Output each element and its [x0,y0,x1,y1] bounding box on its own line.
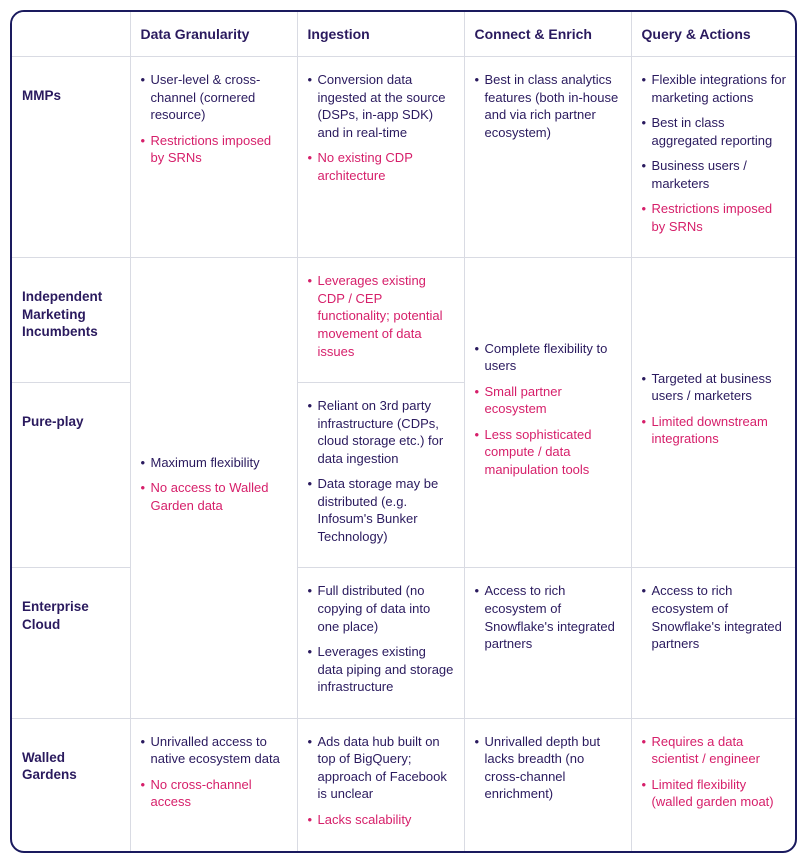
cell-enterprise-ingestion: Full distributed (no copying of data int… [297,568,464,718]
list-item: Restrictions imposed by SRNs [642,200,789,235]
cell-walled-connect-enrich: Unrivalled depth but lacks breadth (no c… [464,718,631,850]
list-item: Complete flexibility to users [475,340,621,375]
cell-walled-data-granularity: Unrivalled access to native ecosystem da… [130,718,297,850]
list-item: Ads data hub built on top of BigQuery; a… [308,733,454,803]
table-row: MMPs User-level & cross-channel (cornere… [12,57,797,258]
list-item: Data storage may be distributed (e.g. In… [308,475,454,545]
cell-mmps-ingestion: Conversion data ingested at the source (… [297,57,464,258]
rowheader-walled-gardens: Walled Gardens [12,718,130,850]
list-item: No existing CDP architecture [308,149,454,184]
header-data-granularity: Data Granularity [130,12,297,57]
table-header-row: Data Granularity Ingestion Connect & Enr… [12,12,797,57]
table-row: Walled Gardens Unrivalled access to nati… [12,718,797,850]
list-item: Small partner ecosystem [475,383,621,418]
cell-pure-ingestion: Reliant on 3rd party infrastructure (CDP… [297,383,464,568]
cell-shared-query-actions: Targeted at business users / marketers Li… [631,258,797,568]
list-item: Flexible integrations for marketing acti… [642,71,789,106]
list-item: Limited downstream integrations [642,413,789,448]
list-item: No access to Walled Garden data [141,479,287,514]
list-item: Less sophisticated compute / data manipu… [475,426,621,479]
list-item: Access to rich ecosystem of Snowflake's … [642,582,789,652]
table-row: Independent Marketing Incumbents Maximum… [12,258,797,383]
cell-mmps-data-granularity: User-level & cross-channel (cornered res… [130,57,297,258]
cell-mmps-connect-enrich: Best in class analytics features (both i… [464,57,631,258]
list-item: Reliant on 3rd party infrastructure (CDP… [308,397,454,467]
cell-enterprise-query-actions: Access to rich ecosystem of Snowflake's … [631,568,797,718]
list-item: User-level & cross-channel (cornered res… [141,71,287,124]
list-item: Best in class aggregated reporting [642,114,789,149]
list-item: Lacks scalability [308,811,454,829]
header-ingestion: Ingestion [297,12,464,57]
list-item: Unrivalled depth but lacks breadth (no c… [475,733,621,803]
list-item: Maximum flexibility [141,454,287,472]
list-item: Unrivalled access to native ecosystem da… [141,733,287,768]
cell-mmps-query-actions: Flexible integrations for marketing acti… [631,57,797,258]
header-blank [12,12,130,57]
list-item: Access to rich ecosystem of Snowflake's … [475,582,621,652]
list-item: No cross-channel access [141,776,287,811]
list-item: Leverages existing data piping and stora… [308,643,454,696]
rowheader-pure-play: Pure-play [12,383,130,568]
list-item: Targeted at business users / marketers [642,370,789,405]
cell-walled-ingestion: Ads data hub built on top of BigQuery; a… [297,718,464,850]
list-item: Requires a data scientist / engineer [642,733,789,768]
cell-walled-query-actions: Requires a data scientist / engineer Limi… [631,718,797,850]
list-item: Limited flexibility (walled garden moat) [642,776,789,811]
list-item: Conversion data ingested at the source (… [308,71,454,141]
comparison-table: Data Granularity Ingestion Connect & Enr… [12,12,797,851]
cell-independent-ingestion: Leverages existing CDP / CEP functionali… [297,258,464,383]
cell-enterprise-connect-enrich: Access to rich ecosystem of Snowflake's … [464,568,631,718]
header-connect-enrich: Connect & Enrich [464,12,631,57]
cell-shared-data-granularity: Maximum flexibility No access to Walled G… [130,258,297,718]
rowheader-independent: Independent Marketing Incumbents [12,258,130,383]
rowheader-enterprise-cloud: Enterprise Cloud [12,568,130,718]
list-item: Leverages existing CDP / CEP functionali… [308,272,454,360]
table-row: Enterprise Cloud Full distributed (no co… [12,568,797,718]
list-item: Best in class analytics features (both i… [475,71,621,141]
cell-shared-connect-enrich: Complete flexibility to users Small partn… [464,258,631,568]
list-item: Restrictions imposed by SRNs [141,132,287,167]
list-item: Business users / marketers [642,157,789,192]
header-query-actions: Query & Actions [631,12,797,57]
list-item: Full distributed (no copying of data int… [308,582,454,635]
comparison-table-frame: Data Granularity Ingestion Connect & Enr… [10,10,797,853]
rowheader-mmps: MMPs [12,57,130,258]
